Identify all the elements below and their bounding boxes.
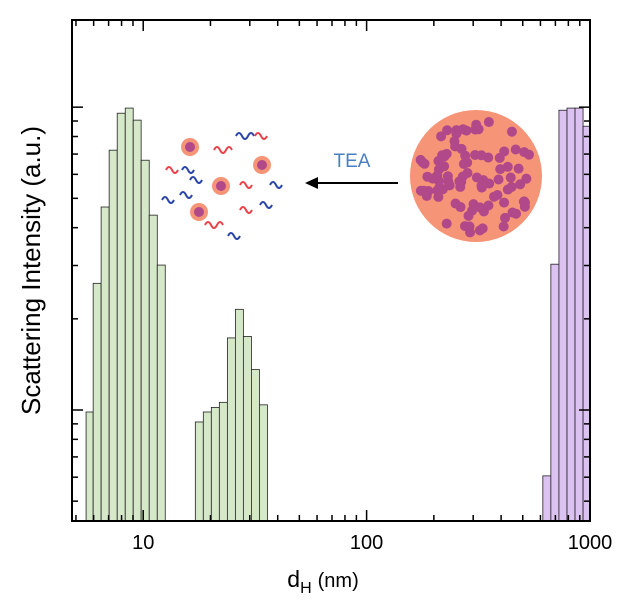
- dot: [474, 202, 485, 213]
- dot: [483, 117, 494, 128]
- bar: [194, 421, 204, 522]
- bar: [542, 475, 552, 522]
- dot: [519, 196, 530, 207]
- bar: [140, 159, 150, 522]
- dot: [415, 154, 426, 165]
- dot: [506, 126, 517, 137]
- dot: [423, 185, 434, 196]
- x-tick-label: 1000: [568, 532, 613, 554]
- bar: [108, 149, 118, 522]
- dot: [437, 184, 448, 195]
- dot: [505, 172, 516, 183]
- bar: [259, 404, 268, 522]
- bar: [226, 337, 236, 522]
- small-particles: [181, 138, 271, 221]
- dot: [499, 146, 510, 157]
- dot: [483, 200, 494, 211]
- dot: [519, 147, 530, 158]
- bar: [85, 411, 94, 522]
- annotation: TEA: [334, 151, 371, 172]
- plot: 10 100 1000: [71, 19, 613, 554]
- bar: [558, 109, 568, 522]
- bar: [574, 107, 584, 522]
- dot: [450, 141, 461, 152]
- dot: [456, 176, 467, 187]
- bar: [132, 119, 142, 522]
- x-label-sub: H: [300, 580, 312, 597]
- bar: [250, 369, 260, 522]
- bar: [202, 411, 212, 522]
- bar: [100, 206, 110, 522]
- dot: [489, 191, 500, 202]
- y-axis-label: Scattering Intensity (a.u.): [16, 126, 46, 415]
- dot: [493, 174, 504, 185]
- bar: [116, 112, 126, 522]
- dot: [458, 159, 469, 170]
- dot: [441, 218, 452, 229]
- bar: [156, 264, 166, 522]
- dot: [455, 202, 466, 213]
- bar: [566, 107, 576, 522]
- dot: [477, 223, 488, 234]
- x-tick-label: 10: [132, 532, 154, 554]
- bar: [550, 263, 560, 522]
- x-axis-label: dH (nm): [287, 566, 358, 597]
- bar: [218, 401, 228, 522]
- dot: [499, 197, 510, 208]
- x-tick-label: 100: [350, 532, 383, 554]
- dot: [471, 119, 482, 130]
- dot: [436, 131, 447, 142]
- dot: [498, 221, 509, 232]
- dot: [442, 125, 453, 136]
- bar: [234, 308, 244, 522]
- dot: [415, 185, 426, 196]
- dot: [476, 150, 487, 161]
- illustration: TEA: [161, 110, 542, 242]
- dot: [502, 161, 513, 172]
- dot: [484, 178, 495, 189]
- bar: [582, 125, 591, 522]
- dot: [515, 179, 526, 190]
- x-label-unit: (nm): [318, 570, 359, 592]
- dot: [432, 170, 443, 181]
- dot: [500, 212, 511, 223]
- dot: [461, 125, 472, 136]
- dot: [513, 163, 524, 174]
- dot: [471, 172, 482, 183]
- dot: [502, 184, 513, 195]
- bar: [148, 214, 158, 522]
- polymer-chains: [161, 132, 283, 240]
- dot: [465, 227, 476, 238]
- bar: [124, 107, 134, 522]
- dot: [422, 171, 433, 182]
- arrow-head: [305, 177, 318, 189]
- particle-dots: [415, 117, 534, 238]
- bar: [210, 406, 220, 522]
- dot: [437, 150, 448, 161]
- plot-frame: [71, 19, 591, 522]
- dot: [511, 208, 522, 219]
- bar: [92, 282, 102, 522]
- dot: [495, 164, 506, 175]
- dot: [510, 144, 521, 155]
- bar: [242, 335, 252, 522]
- dot: [467, 205, 478, 216]
- dot: [443, 176, 454, 187]
- x-label-main: d: [287, 566, 300, 592]
